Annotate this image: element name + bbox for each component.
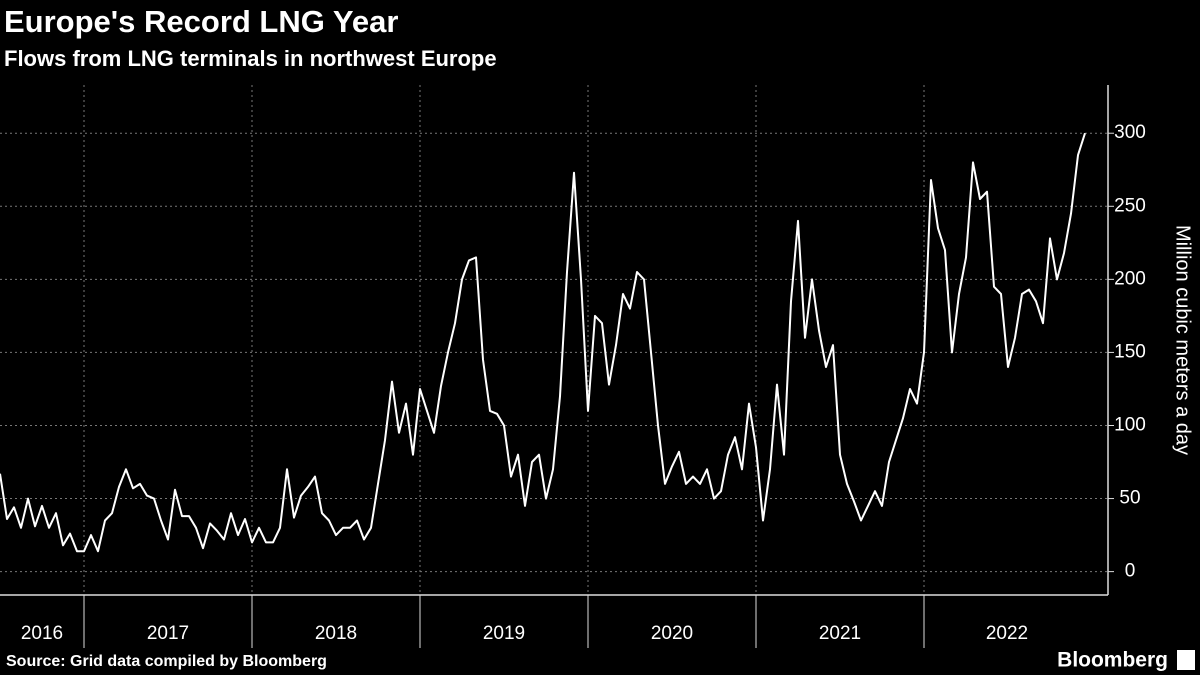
x-tick-label: 2016 bbox=[21, 623, 63, 644]
y-tick-label: 250 bbox=[1114, 195, 1146, 216]
chart-title: Europe's Record LNG Year bbox=[4, 4, 398, 39]
x-tick-label: 2021 bbox=[819, 623, 861, 644]
source-note: Source: Grid data compiled by Bloomberg bbox=[6, 653, 327, 670]
brand: Bloomberg bbox=[1057, 649, 1168, 672]
y-tick-label: 300 bbox=[1114, 122, 1146, 143]
y-tick-label: 200 bbox=[1114, 268, 1146, 289]
y-axis-label: Million cubic meters a day bbox=[1172, 225, 1194, 455]
x-tick-label: 2018 bbox=[315, 623, 357, 644]
y-tick-label: 0 bbox=[1125, 561, 1136, 582]
x-tick-label: 2017 bbox=[147, 623, 189, 644]
x-tick-label: 2019 bbox=[483, 623, 525, 644]
y-tick-label: 100 bbox=[1114, 415, 1146, 436]
data-line bbox=[0, 132, 1086, 553]
brand-icon bbox=[1177, 650, 1195, 670]
x-tick-label: 2022 bbox=[986, 623, 1028, 644]
y-tick-label: 50 bbox=[1119, 488, 1140, 509]
chart-subtitle: Flows from LNG terminals in northwest Eu… bbox=[4, 46, 497, 71]
x-tick-label: 2020 bbox=[651, 623, 693, 644]
y-tick-label: 150 bbox=[1114, 341, 1146, 362]
